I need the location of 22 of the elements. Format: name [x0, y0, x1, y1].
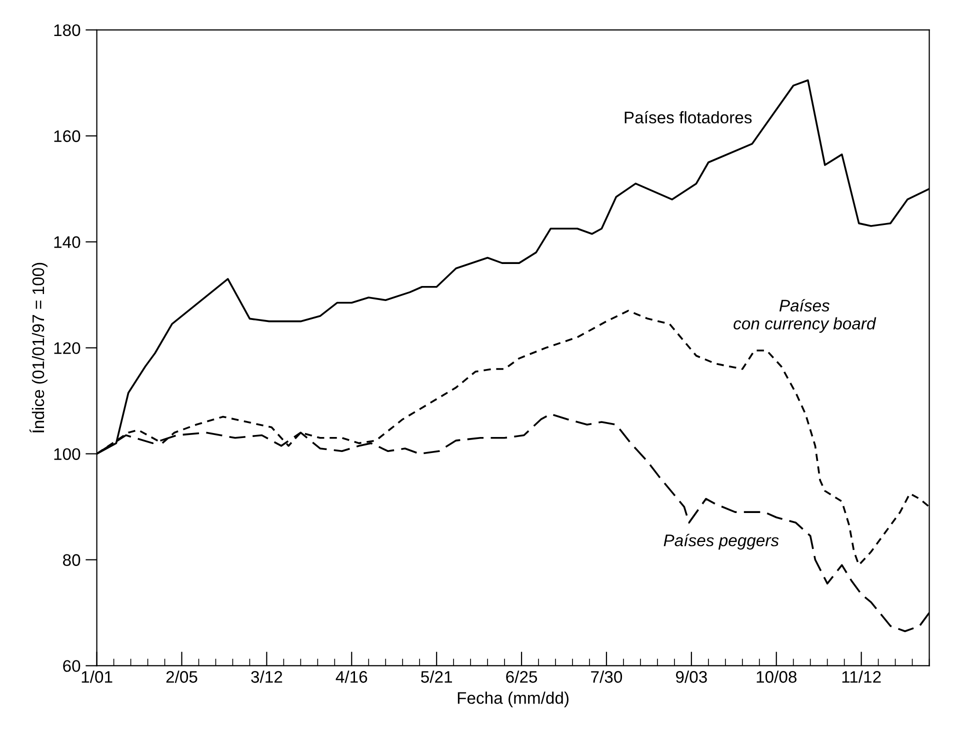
y-tick-label: 160: [54, 130, 80, 142]
x-tick-label: 6/25: [506, 670, 538, 683]
x-tick-label: 9/03: [676, 670, 707, 683]
y-tick-label: 180: [54, 24, 80, 36]
y-tick-label: 100: [54, 448, 80, 460]
y-tick-label: 60: [63, 660, 80, 672]
x-tick-label: 3/12: [251, 670, 282, 683]
x-tick-label: 2/05: [166, 670, 198, 683]
x-tick-label: 11/12: [842, 670, 881, 683]
x-tick-label: 7/30: [591, 670, 622, 683]
y-axis-title: Índice (01/01/97 = 100): [30, 262, 48, 433]
series-label: Países peggers: [664, 534, 779, 550]
y-tick-label: 120: [54, 342, 80, 354]
series-label: Países flotadores: [624, 110, 752, 124]
x-tick-label: 4/16: [336, 670, 368, 683]
x-tick-label: 1/01: [82, 670, 112, 683]
x-axis-title: Fecha (mm/dd): [458, 692, 569, 708]
x-tick-label: 5/21: [421, 670, 452, 683]
x-tick-label: 10/08: [756, 670, 797, 683]
series-label: Países con currency board: [734, 299, 876, 333]
y-tick-label: 80: [63, 554, 80, 566]
y-tick-label: 140: [54, 236, 80, 248]
